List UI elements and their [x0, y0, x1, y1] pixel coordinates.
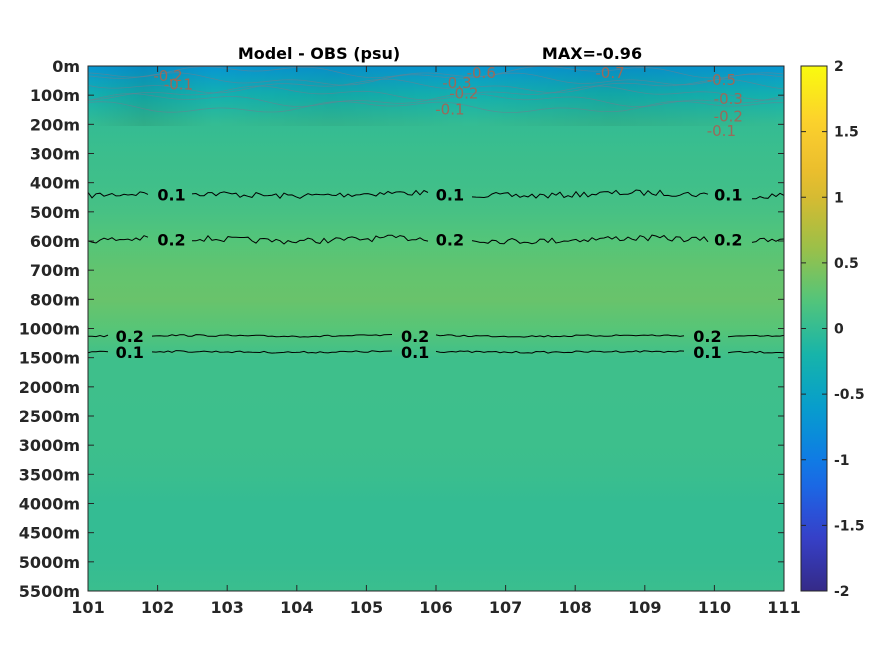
x-tick-label: 105 [350, 598, 383, 617]
surface-contour-label: -0.2 [153, 67, 182, 85]
contour-line [88, 189, 784, 200]
surface-contour-label: -0.6 [467, 64, 496, 82]
contour-label: 0.1 [693, 343, 721, 362]
contour-label: 0.2 [116, 327, 144, 346]
x-tick-label: 101 [71, 598, 104, 617]
y-tick-label: 0m [52, 57, 80, 76]
surface-contour-label: -0.1 [707, 122, 736, 140]
x-axis: 101 102 103 104 105 106 107 108 109 110 111 [71, 66, 801, 617]
surface-contour-line [88, 66, 784, 79]
surface-contour-label: -0.1 [164, 76, 193, 94]
x-tick-label: 102 [141, 598, 174, 617]
contour-label: 0.2 [693, 327, 721, 346]
surface-contour-label: -0.5 [707, 71, 736, 89]
y-tick-label: 500m [30, 203, 80, 222]
chart-title: Model - OBS (psu) [238, 44, 400, 63]
x-tick-label: 111 [767, 598, 800, 617]
contour-line [88, 350, 784, 354]
colorbar-tick-label: 1.5 [834, 125, 859, 141]
colorbar: 2 1.5 1 0.5 0 -0.5 -1 -1.5 -2 [800, 59, 865, 600]
y-tick-label: 5500m [19, 582, 80, 601]
contour-lines: 0.1 0.1 0.10.2 0.2 0.20.2 0.2 0.20.1 0.1 0.1 [88, 185, 784, 362]
y-tick-label: 3000m [19, 436, 80, 455]
y-tick-label: 800m [30, 290, 80, 309]
y-tick-label: 2500m [19, 407, 80, 426]
surface-contour-line [88, 100, 784, 113]
contour-label: 0.1 [116, 343, 144, 362]
surface-contour-label: -0.1 [435, 100, 464, 118]
x-tick-label: 104 [280, 598, 313, 617]
surface-contour-label: -0.7 [595, 64, 624, 82]
y-tick-label: 5000m [19, 553, 80, 572]
surface-contour-line [88, 92, 784, 108]
y-tick-label: 300m [30, 145, 80, 164]
contour-label: 0.2 [157, 231, 185, 250]
surface-contour-line [88, 78, 784, 94]
colorbar-tick-label: 0.5 [834, 256, 859, 272]
contour-label: 0.1 [714, 185, 742, 204]
y-tick-label: 1500m [19, 349, 80, 368]
surface-contour-line [88, 72, 784, 86]
colorbar-tick-label: -2 [834, 584, 850, 600]
plot-area: 0.1 0.1 0.10.2 0.2 0.20.2 0.2 0.20.1 0.1 0.1 -0.… [88, 64, 784, 591]
y-tick-label: 1000m [19, 320, 80, 339]
colorbar-tick-label: 1 [834, 190, 844, 206]
x-tick-label: 107 [489, 598, 522, 617]
contour-label: 0.1 [436, 185, 464, 204]
y-tick-label: 400m [30, 174, 80, 193]
contour-label: 0.2 [714, 231, 742, 250]
colorbar-tick-label: -1 [834, 453, 850, 469]
surface-contour-line [88, 85, 784, 101]
y-tick-label: 4500m [19, 524, 80, 543]
contour-line [88, 234, 784, 245]
colorbar-tick-label: 2 [834, 59, 844, 75]
x-tick-label: 103 [210, 598, 243, 617]
y-axis: 0m 100m 200m 300m 400m 500m 600m 700m 800m 1000m 1… [19, 57, 784, 601]
colorbar-tick-label: -0.5 [834, 387, 865, 403]
x-tick-label: 109 [628, 598, 661, 617]
salinity-difference-field [88, 66, 784, 591]
colorbar-tick-label: -1.5 [834, 518, 865, 534]
contour-label: 0.1 [401, 343, 429, 362]
surface-contour-labels: -0.2-0.1-0.6-0.3-0.2-0.1-0.7 -0.5-0.3-0.2… [88, 64, 784, 140]
surface-contour-label: -0.2 [449, 84, 478, 102]
contour-label: 0.1 [157, 185, 185, 204]
y-tick-label: 600m [30, 232, 80, 251]
max-annotation: MAX=-0.96 [542, 44, 642, 63]
y-tick-label: 3500m [19, 465, 80, 484]
x-tick-label: 106 [419, 598, 452, 617]
surface-contour-label: -0.3 [714, 90, 743, 108]
x-tick-label: 110 [698, 598, 731, 617]
y-tick-label: 2000m [19, 378, 80, 397]
contour-label: 0.2 [401, 327, 429, 346]
surface-contour-label: -0.2 [714, 108, 743, 126]
contour-label: 0.2 [436, 231, 464, 250]
contour-line [88, 334, 784, 338]
y-tick-label: 4000m [19, 495, 80, 514]
colorbar-tick-label: 0 [834, 322, 844, 338]
y-tick-label: 200m [30, 115, 80, 134]
surface-contour-label: -0.3 [442, 74, 471, 92]
y-tick-label: 700m [30, 261, 80, 280]
y-tick-label: 100m [30, 86, 80, 105]
x-tick-label: 108 [558, 598, 591, 617]
colorbar-ticks: 2 1.5 1 0.5 0 -0.5 -1 -1.5 -2 [801, 59, 865, 600]
